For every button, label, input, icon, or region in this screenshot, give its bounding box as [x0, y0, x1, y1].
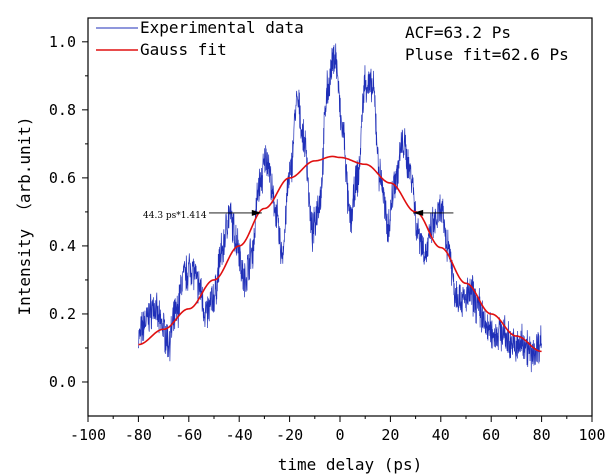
fwhm-left-arrowhead — [251, 209, 262, 216]
y-tick-label: 0.0 — [49, 373, 76, 391]
fwhm-right-arrowhead — [413, 209, 424, 216]
y-tick-label: 0.6 — [49, 169, 76, 187]
legend-label-experimental: Experimental data — [140, 18, 304, 37]
y-axis-label: Intensity （arb.unit) — [15, 116, 34, 315]
x-tick-label: -20 — [276, 426, 303, 444]
x-tick-label: 20 — [381, 426, 399, 444]
x-tick-label: 80 — [533, 426, 551, 444]
x-tick-label: -100 — [70, 426, 106, 444]
experimental-data-line — [138, 43, 542, 373]
y-tick-label: 0.4 — [49, 237, 76, 255]
gauss-fit-line — [138, 155, 542, 353]
x-tick-label: -60 — [175, 426, 202, 444]
pulse-fit-annotation: Pluse fit=62.6 Ps — [405, 45, 569, 64]
x-tick-label: -80 — [125, 426, 152, 444]
x-axis-label: time delay (ps) — [278, 455, 423, 474]
y-tick-label: 1.0 — [49, 33, 76, 51]
plot-area — [138, 43, 542, 373]
acf-annotation: ACF=63.2 Ps — [405, 23, 511, 42]
x-tick-label: 40 — [432, 426, 450, 444]
y-tick-label: 0.8 — [49, 101, 76, 119]
x-tick-label: -40 — [226, 426, 253, 444]
axes: -100 -80 -60 -40 -20 0 20 40 60 80 100 0.0 0.2 0.4 0.6… — [49, 17, 606, 444]
legend: Experimental data Gauss fit — [96, 18, 304, 59]
legend-label-fit: Gauss fit — [140, 40, 227, 59]
x-tick-label: 0 — [335, 426, 344, 444]
x-tick-label: 60 — [482, 426, 500, 444]
fwhm-annotation: 44.3 ps*1.414 — [143, 211, 207, 221]
y-tick-label: 0.2 — [49, 305, 76, 323]
x-tick-label: 100 — [578, 426, 605, 444]
